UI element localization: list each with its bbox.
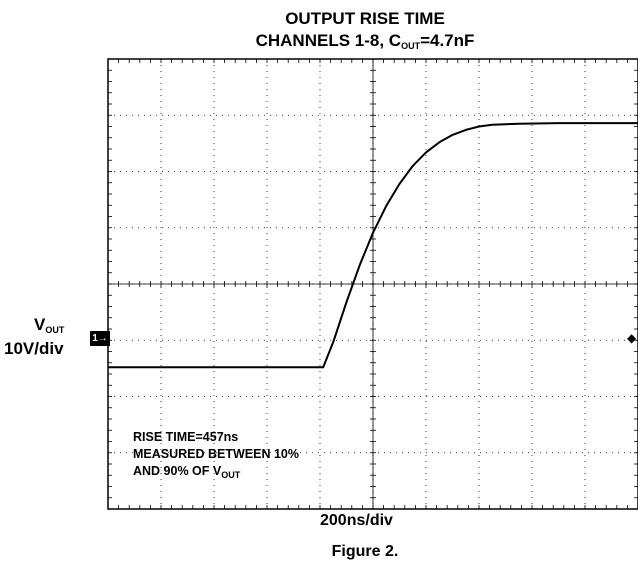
title-subscript: OUT [401,41,421,51]
channel-label-subscript: OUT [45,325,65,335]
figure-caption: Figure 2. [331,543,399,560]
vertical-scale-label: 10V/div [4,339,64,358]
measurement-note-line2: AND 90% OF VOUT [133,463,241,480]
measurement-note-subscript: OUT [221,470,241,480]
rise-time-annotation: RISE TIME=457ns [133,430,239,444]
graticule [107,58,638,510]
waveform-trace-1 [108,122,638,369]
chart-title-line2: CHANNELS 1-8, COUT=4.7nF [170,31,560,51]
waveform-layer [108,122,638,369]
trigger-level-marker: ◆ [627,332,637,345]
measurement-note-prefix: AND 90% OF V [133,464,222,478]
chart-title-line1: OUTPUT RISE TIME [285,9,445,28]
timebase-label: 200ns/div [320,512,393,529]
measurement-note-line1: MEASURED BETWEEN 10% [133,447,299,461]
title-suffix: =4.7nF [420,31,475,50]
channel-label: VOUT [34,315,64,335]
channel-label-main: V [34,315,46,334]
title-prefix: CHANNELS 1-8, C [255,31,402,50]
channel-1-marker: 1→ [90,331,110,346]
